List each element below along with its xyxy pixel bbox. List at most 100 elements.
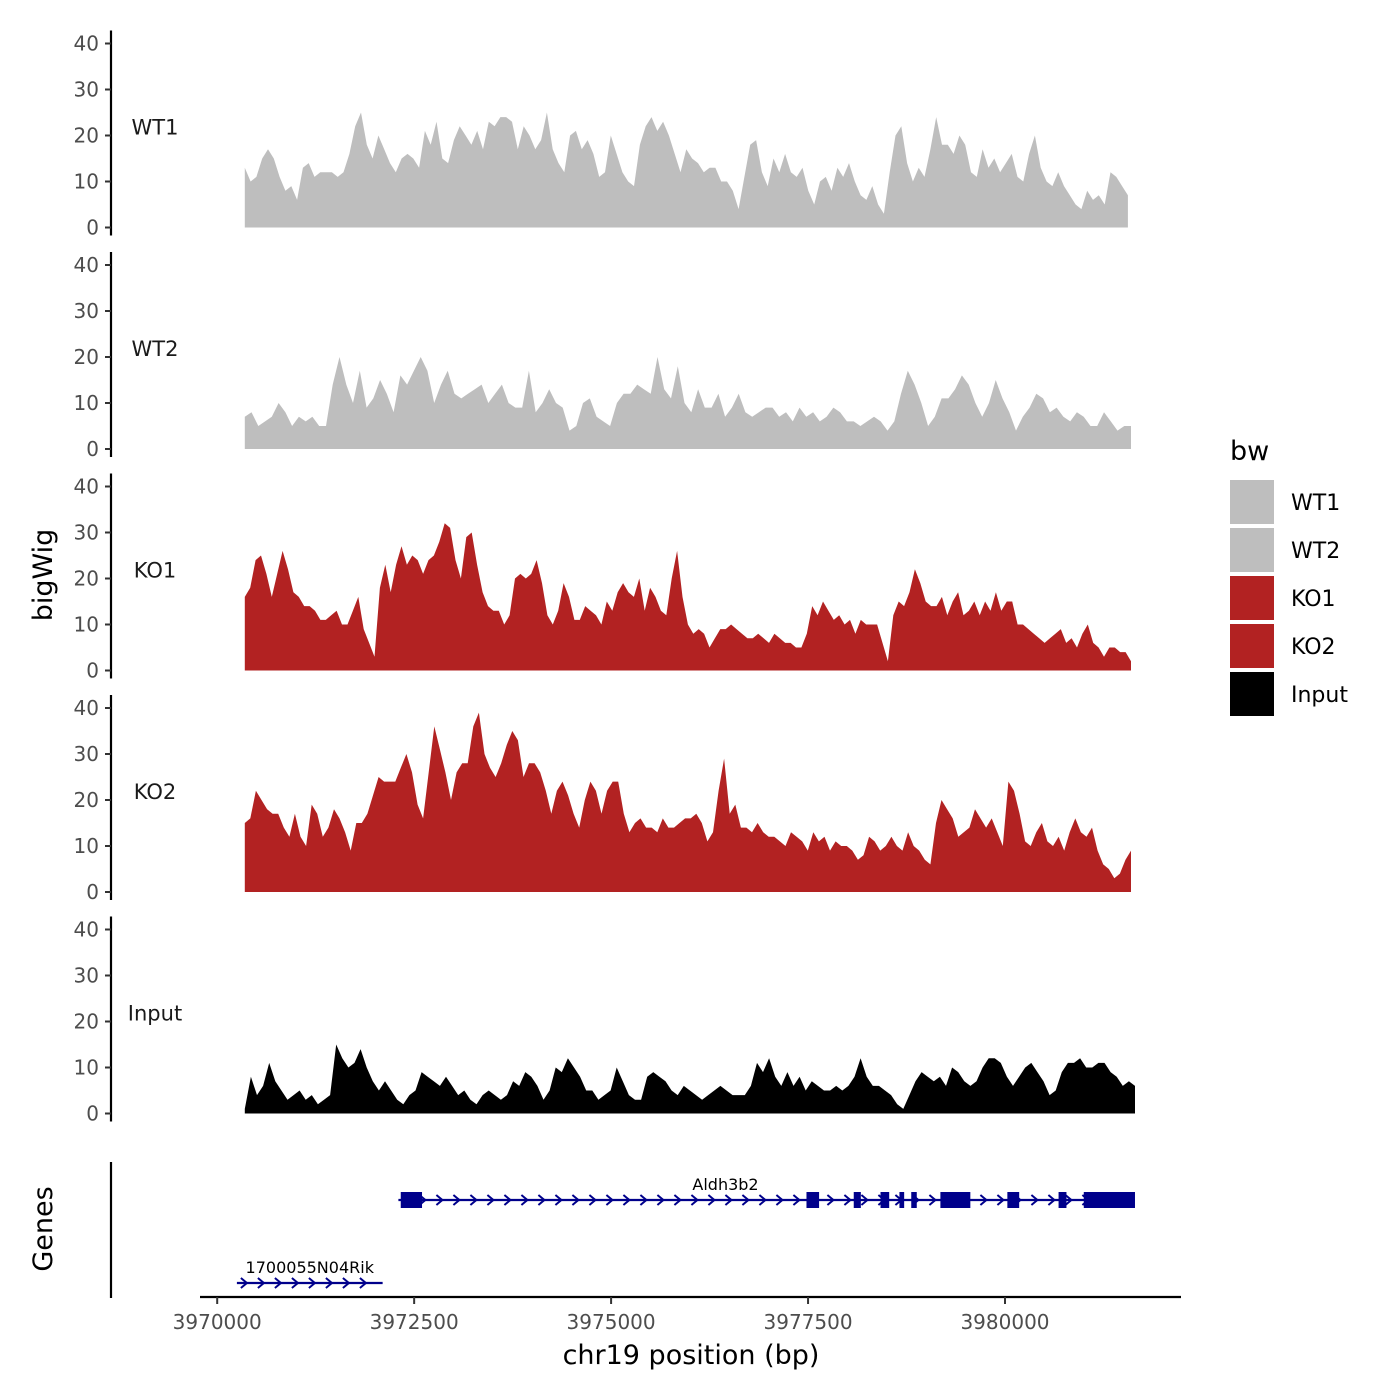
gene-aldh3b2-strand-chevron <box>741 1194 750 1206</box>
track-wt2-area <box>244 357 1132 449</box>
track-ko1-label: KO1 <box>134 559 177 583</box>
track-wt1-y-tick-label: 30 <box>74 78 99 102</box>
gene-aldh3b2-strand-chevron <box>520 1194 529 1206</box>
gene-1700055n04rik-strand-chevron <box>257 1277 266 1289</box>
track-input-y-tick-label: 40 <box>74 918 99 942</box>
track-ko2: 0 10 20 30 40 KO2 <box>74 695 1132 904</box>
gene-1700055n04rik-strand-chevron <box>308 1277 317 1289</box>
gene-aldh3b2-exon <box>1083 1192 1135 1208</box>
gene-aldh3b2-strand-chevron <box>1064 1194 1073 1206</box>
gene-aldh3b2-exon <box>853 1192 861 1208</box>
track-wt1-y-tick-label: 40 <box>74 32 99 56</box>
track-wt2-y-tick-label: 40 <box>74 253 99 277</box>
track-ko1: 0 10 20 30 40 KO1 <box>74 473 1132 683</box>
gene-aldh3b2-strand-chevron <box>588 1194 597 1206</box>
track-ko2-area <box>244 712 1132 892</box>
x-tick-label: 3972500 <box>370 1310 459 1334</box>
track-wt1: 0 10 20 30 40 WT1 <box>74 30 1128 240</box>
legend: bw WT1 WT2 KO1 KO2 Input <box>1230 436 1348 716</box>
gene-aldh3b2-exon <box>880 1192 890 1208</box>
gene-aldh3b2-strand-chevron <box>1047 1194 1056 1206</box>
legend-swatch-wt2 <box>1230 528 1274 572</box>
track-wt2: 0 10 20 30 40 WT2 <box>74 252 1132 461</box>
x-tick-label: 3970000 <box>173 1310 262 1334</box>
track-input-y-tick-label: 30 <box>74 964 99 988</box>
gene-aldh3b2-strand-chevron <box>639 1194 648 1206</box>
gene-aldh3b2-strand-chevron <box>435 1194 444 1206</box>
track-input-area <box>244 1044 1136 1114</box>
track-input-y-tick-label: 10 <box>74 1056 99 1080</box>
track-wt1-y-tick-label: 10 <box>74 170 99 194</box>
gene-aldh3b2-strand-chevron <box>843 1194 852 1206</box>
track-wt2-y-tick-label: 0 <box>86 437 99 461</box>
gene-aldh3b2-exon <box>1058 1192 1067 1208</box>
track-wt2-y-tick-label: 30 <box>74 299 99 323</box>
gene-aldh3b2-strand-chevron <box>554 1194 563 1206</box>
track-wt2-y-tick-label: 20 <box>74 345 99 369</box>
gene-aldh3b2-strand-chevron <box>1030 1194 1039 1206</box>
gene-aldh3b2-exon <box>911 1192 917 1208</box>
gene-aldh3b2-strand-chevron <box>996 1194 1005 1206</box>
gene-aldh3b2-strand-chevron <box>503 1194 512 1206</box>
signal-tracks: 0 10 20 30 40 WT1 0 10 20 30 40 WT2 0 10 20 30 40 KO1 0 10 2… <box>74 30 1136 1126</box>
legend-label-input: Input <box>1291 683 1348 708</box>
gene-aldh3b2-exon <box>940 1192 971 1208</box>
track-wt2-label: WT2 <box>132 337 179 361</box>
gene-aldh3b2-strand-chevron <box>605 1194 614 1206</box>
gene-aldh3b2-strand-chevron <box>707 1194 716 1206</box>
gene-aldh3b2-strand-chevron <box>486 1194 495 1206</box>
gene-1700055n04rik-strand-chevron <box>240 1277 249 1289</box>
gene-aldh3b2-exon <box>1007 1192 1020 1208</box>
track-ko2-label: KO2 <box>134 780 177 804</box>
track-ko1-y-tick-label: 10 <box>74 613 99 637</box>
track-ko1-y-tick-label: 40 <box>74 475 99 499</box>
legend-swatch-ko2 <box>1230 624 1274 668</box>
gene-aldh3b2-strand-chevron <box>792 1194 801 1206</box>
gene-aldh3b2-strand-chevron <box>690 1194 699 1206</box>
legend-swatch-ko1 <box>1230 576 1274 620</box>
legend-swatch-input <box>1230 672 1274 716</box>
legend-label-wt1: WT1 <box>1291 491 1340 516</box>
track-ko1-y-tick-label: 30 <box>74 521 99 545</box>
legend-label-ko1: KO1 <box>1291 587 1336 612</box>
x-axis: 3970000 3972500 3975000 3977500 3980000 <box>173 1295 1181 1334</box>
gene-aldh3b2-strand-chevron <box>571 1194 580 1206</box>
track-wt2-y-tick-label: 10 <box>74 391 99 415</box>
track-ko2-y-tick-label: 30 <box>74 742 99 766</box>
legend-label-ko2: KO2 <box>1291 635 1336 660</box>
gene-aldh3b2-exon <box>899 1192 905 1208</box>
x-tick-label: 3980000 <box>960 1310 1049 1334</box>
gene-aldh3b2-strand-chevron <box>860 1194 869 1206</box>
gene-aldh3b2-strand-chevron <box>622 1194 631 1206</box>
track-wt1-y-tick-label: 0 <box>86 216 99 240</box>
gene-aldh3b2-strand-chevron <box>452 1194 461 1206</box>
legend-title: bw <box>1230 436 1269 467</box>
gene-aldh3b2-label: Aldh3b2 <box>692 1175 758 1194</box>
gene-aldh3b2-strand-chevron <box>673 1194 682 1206</box>
x-tick-label: 3975000 <box>567 1310 656 1334</box>
track-ko2-y-tick-label: 20 <box>74 788 99 812</box>
track-ko1-y-tick-label: 20 <box>74 567 99 591</box>
x-tick-label: 3977500 <box>764 1310 853 1334</box>
track-input-y-tick-label: 0 <box>86 1102 99 1126</box>
gene-aldh3b2-strand-chevron <box>758 1194 767 1206</box>
gene-aldh3b2: Aldh3b2 <box>398 1175 1135 1208</box>
gene-aldh3b2-strand-chevron <box>724 1194 733 1206</box>
gene-aldh3b2-strand-chevron <box>826 1194 835 1206</box>
legend-swatch-wt1 <box>1230 480 1274 524</box>
track-ko1-area <box>244 523 1132 671</box>
gene-aldh3b2-strand-chevron <box>656 1194 665 1206</box>
gene-aldh3b2-strand-chevron <box>537 1194 546 1206</box>
gene-aldh3b2-strand-chevron <box>469 1194 478 1206</box>
track-ko2-y-tick-label: 10 <box>74 834 99 858</box>
track-ko2-y-tick-label: 40 <box>74 696 99 720</box>
x-axis-title: chr19 position (bp) <box>563 1340 820 1371</box>
gene-1700055n04rik-strand-chevron <box>291 1277 300 1289</box>
track-wt1-area <box>244 112 1128 228</box>
gene-aldh3b2-strand-chevron <box>928 1194 937 1206</box>
track-ko1-y-tick-label: 0 <box>86 659 99 683</box>
track-wt1-label: WT1 <box>132 116 179 140</box>
gene-1700055n04rik-strand-chevron <box>359 1277 368 1289</box>
track-input-label: Input <box>128 1002 182 1026</box>
